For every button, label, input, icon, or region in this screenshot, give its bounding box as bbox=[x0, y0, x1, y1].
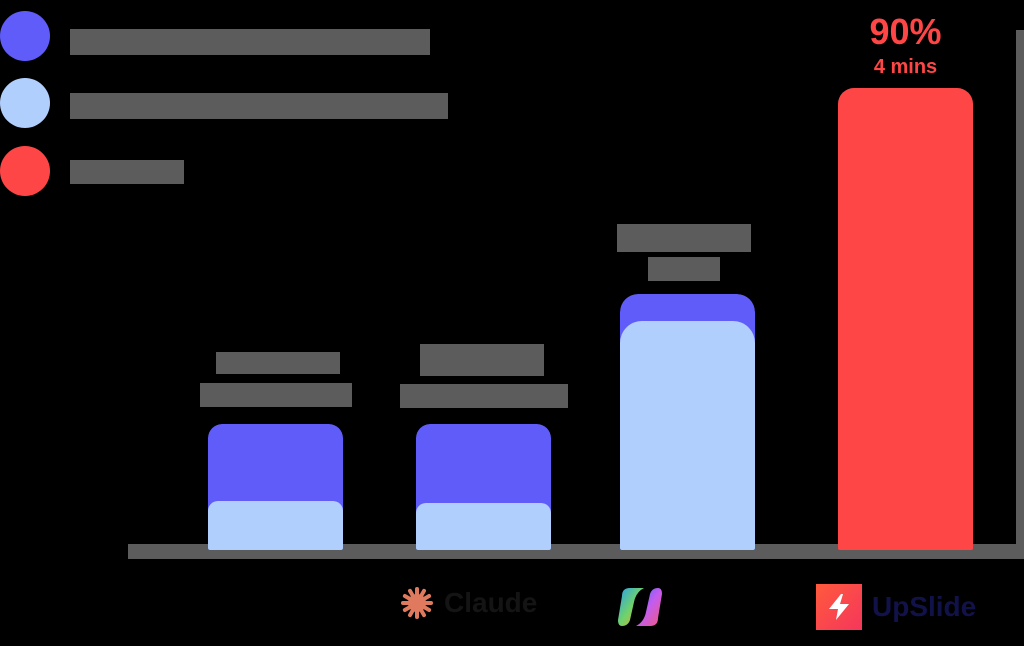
bar-2-value-label bbox=[420, 344, 544, 376]
bar-1-secondary bbox=[208, 501, 343, 550]
bar-3-secondary bbox=[620, 321, 755, 550]
bar-2-secondary bbox=[416, 503, 551, 550]
legend-label-secondary bbox=[70, 93, 448, 119]
claude-sunburst-icon bbox=[401, 587, 433, 619]
bar-3-time-label bbox=[648, 257, 720, 281]
claude-wordmark: Claude bbox=[444, 587, 538, 618]
copilot-icon bbox=[618, 588, 662, 626]
y-axis bbox=[1016, 30, 1024, 550]
bar-2-time-label bbox=[400, 384, 568, 408]
bar-1 bbox=[208, 424, 343, 550]
legend-dot-primary bbox=[0, 11, 50, 61]
bar-1-time-label bbox=[200, 383, 352, 407]
upslide-wordmark: UpSlide bbox=[872, 591, 977, 622]
upslide-icon bbox=[816, 584, 862, 630]
logo-claude: Claude bbox=[400, 586, 537, 620]
bar-2 bbox=[416, 424, 551, 550]
legend-dot-highlight bbox=[0, 146, 50, 196]
bar-3-value-label bbox=[617, 224, 751, 252]
legend-dot-secondary bbox=[0, 78, 50, 128]
bar-4 bbox=[838, 88, 973, 550]
bar-1-value-label bbox=[216, 352, 340, 374]
x-axis bbox=[128, 544, 1024, 559]
bar-4-value-label: 90% bbox=[869, 11, 942, 52]
logo-copilot bbox=[616, 584, 664, 630]
lightning-icon bbox=[829, 594, 849, 620]
bar-3 bbox=[620, 294, 755, 550]
legend-label-primary bbox=[70, 29, 430, 55]
legend-label-highlight bbox=[70, 160, 184, 184]
logo-upslide: UpSlide bbox=[816, 584, 976, 630]
bar-4-time-label: 4 mins bbox=[873, 56, 938, 78]
